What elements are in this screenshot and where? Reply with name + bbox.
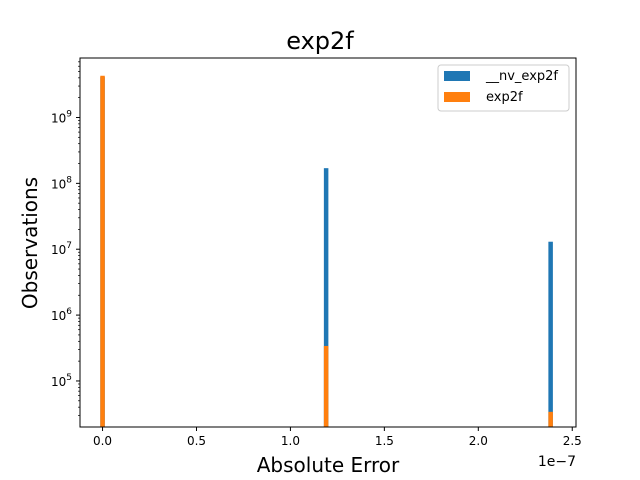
x-offset-label: 1e−7 bbox=[538, 454, 576, 470]
x-tick-label-3: 1.5 bbox=[375, 434, 394, 448]
x-axis-ticks: 0.0 0.5 1.0 1.5 2.0 2.5 bbox=[93, 427, 582, 448]
x-tick-label-1: 0.5 bbox=[187, 434, 206, 448]
y-tick-label-2: 107 bbox=[51, 241, 72, 257]
y-axis-ticks: 105 106 107 108 109 bbox=[51, 61, 80, 416]
legend-swatch-nv-exp2f bbox=[444, 71, 470, 81]
x-tick-label-0: 0.0 bbox=[93, 434, 112, 448]
legend-label-nv-exp2f: __nv_exp2f bbox=[485, 69, 558, 84]
bars-layer bbox=[100, 75, 553, 428]
y-tick-label-4: 109 bbox=[51, 109, 72, 125]
legend-swatch-exp2f bbox=[444, 92, 470, 102]
legend-frame bbox=[437, 64, 570, 112]
x-tick-label-4: 2.0 bbox=[469, 434, 488, 448]
bar-nv-exp2f-2 bbox=[548, 241, 553, 427]
x-tick-label-2: 1.0 bbox=[281, 434, 300, 448]
bar-nv-exp2f-1 bbox=[323, 168, 329, 428]
plot-frame bbox=[79, 57, 577, 428]
legend-label-exp2f: exp2f bbox=[486, 90, 523, 105]
y-tick-label-1: 106 bbox=[51, 307, 72, 323]
x-axis-label: Absolute Error bbox=[257, 453, 400, 477]
y-axis-label: Observations bbox=[18, 177, 42, 309]
bar-exp2f-2 bbox=[548, 411, 553, 427]
y-tick-label-3: 108 bbox=[51, 175, 72, 191]
x-tick-label-5: 2.5 bbox=[563, 434, 582, 448]
chart-title: exp2f bbox=[286, 27, 354, 55]
bar-exp2f-0 bbox=[100, 75, 105, 427]
bar-exp2f-1 bbox=[323, 345, 329, 427]
y-tick-label-0: 105 bbox=[51, 373, 72, 389]
legend: __nv_exp2f exp2f bbox=[437, 64, 570, 112]
